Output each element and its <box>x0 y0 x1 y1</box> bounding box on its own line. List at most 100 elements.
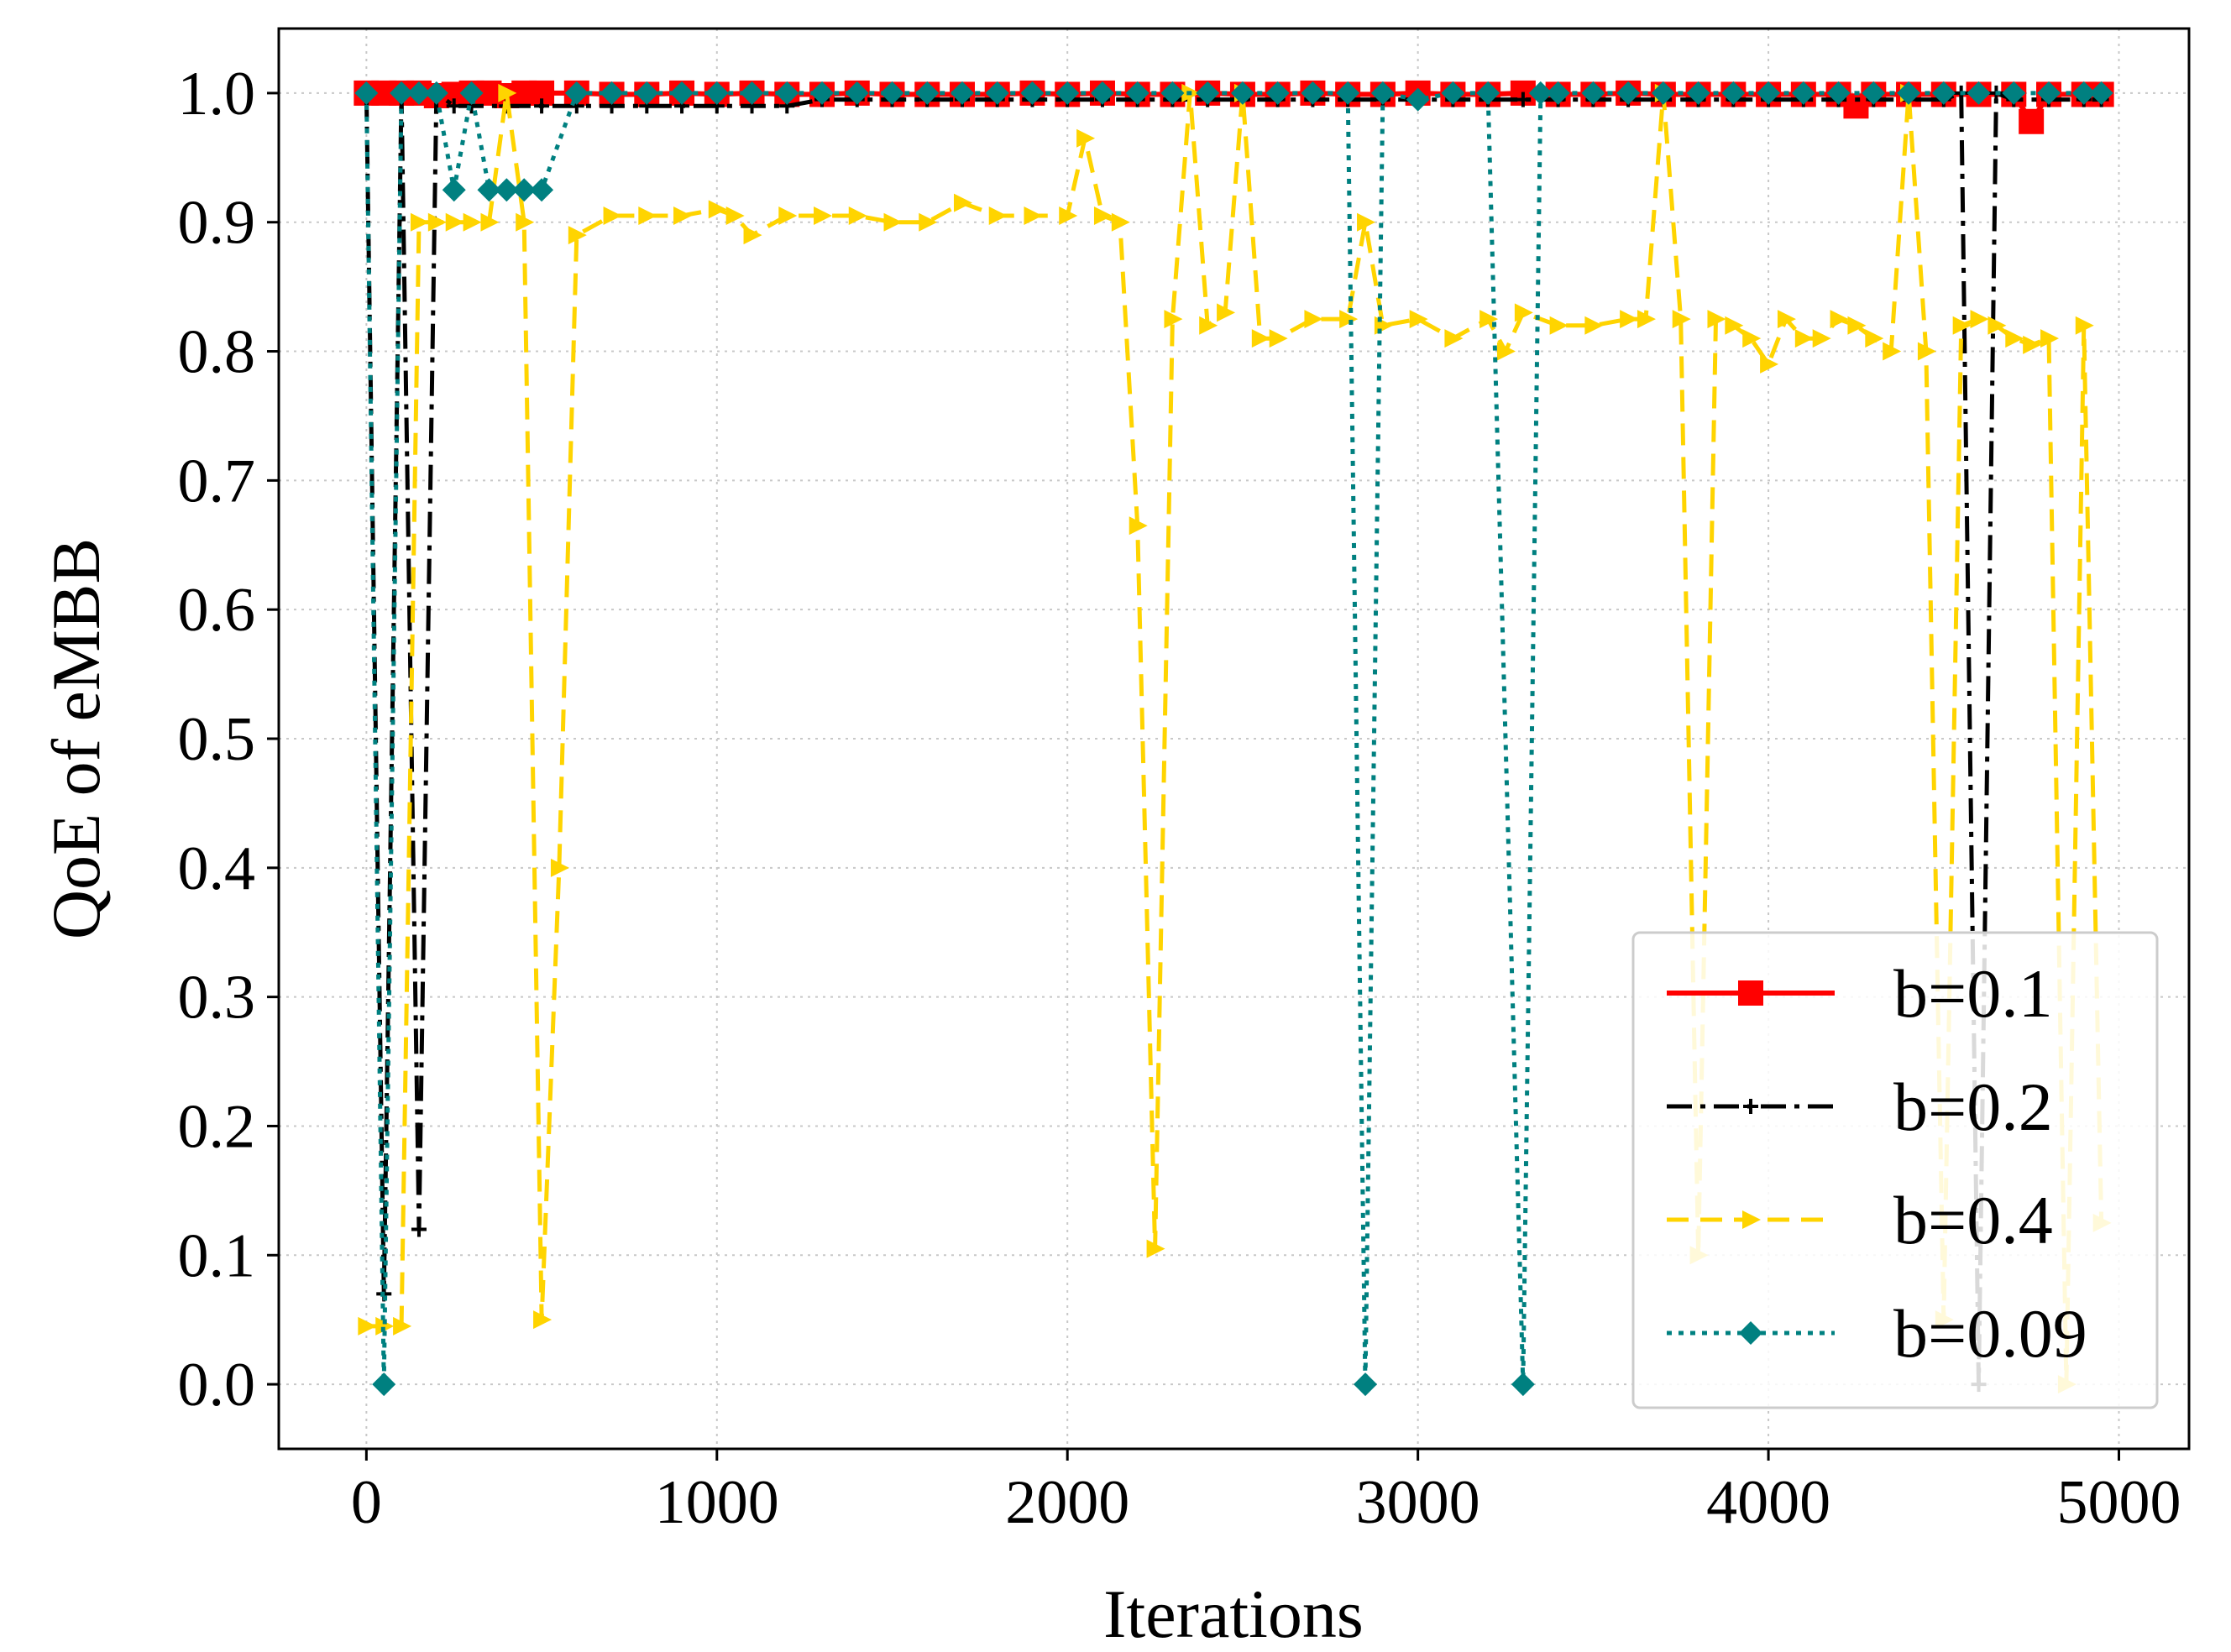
y-tick-label: 0.8 <box>178 318 256 387</box>
y-tick-label: 0.4 <box>178 834 256 903</box>
data-point-b-0-09 <box>1616 81 1641 105</box>
y-tick-label: 0.9 <box>178 189 256 258</box>
data-point-b-0-09 <box>1336 81 1360 105</box>
data-point-b-0-4 <box>603 206 622 226</box>
data-point-b-0-09 <box>1441 81 1465 105</box>
data-point-b-0-4 <box>1725 316 1744 335</box>
data-point-b-0-09 <box>390 81 414 105</box>
data-point-b-0-4 <box>427 212 447 232</box>
data-point-b-0-4 <box>1707 310 1726 329</box>
data-point-b-0-4 <box>1847 316 1867 335</box>
x-tick-label: 2000 <box>1005 1468 1129 1537</box>
data-point-b-0-4 <box>2075 316 2094 335</box>
data-point-b-0-09 <box>1196 81 1220 105</box>
data-point-b-0-2 <box>446 98 462 114</box>
data-point-b-0-4 <box>1146 1239 1165 1258</box>
data-point-b-0-4 <box>743 226 762 245</box>
data-point-b-0-4 <box>550 858 569 877</box>
data-point-b-0-4 <box>1339 310 1359 329</box>
data-point-b-0-09 <box>1125 81 1150 105</box>
data-point-b-0-09 <box>635 81 659 105</box>
data-point-b-0-09 <box>845 81 869 105</box>
data-point-b-0-09 <box>1511 1372 1535 1397</box>
data-point-b-0-09 <box>1967 81 1991 105</box>
legend-entry-b-0-4: b=0.4 <box>1667 1182 2053 1258</box>
data-point-b-0-4 <box>516 212 535 232</box>
data-point-b-0-2 <box>411 1221 427 1237</box>
data-point-b-0-4 <box>1217 303 1236 322</box>
data-point-b-0-4 <box>1830 310 1849 329</box>
x-tick-label: 3000 <box>1356 1468 1480 1537</box>
data-point-b-0-09 <box>354 81 379 105</box>
data-point-b-0-4 <box>725 206 745 226</box>
series-b-0-09 <box>354 81 2113 1397</box>
data-point-b-0-4 <box>1883 342 1902 361</box>
data-point-b-0-09 <box>477 178 501 202</box>
legend-label-b-0-2: b=0.2 <box>1893 1069 2053 1145</box>
data-point-b-0-4 <box>1111 212 1130 232</box>
legend-marker-b-0-4 <box>1742 1210 1761 1229</box>
data-point-b-0-4 <box>638 206 657 226</box>
y-tick-label: 0.7 <box>178 447 256 515</box>
data-point-b-0-4 <box>814 206 833 226</box>
data-point-b-0-4 <box>1794 329 1814 348</box>
data-point-b-0-4 <box>988 206 1008 226</box>
data-point-b-0-09 <box>1862 81 1886 105</box>
data-point-b-0-4 <box>1812 329 1831 348</box>
data-point-b-0-4 <box>1497 342 1516 361</box>
series-layer <box>354 80 2114 1397</box>
data-point-b-0-4 <box>1076 128 1096 148</box>
data-point-b-0-4 <box>2023 335 2042 354</box>
data-point-b-0-4 <box>1024 206 1043 226</box>
data-point-b-0-2 <box>534 98 550 114</box>
data-point-b-0-4 <box>1952 316 1972 335</box>
data-point-b-0-09 <box>530 178 554 202</box>
data-point-b-0-4 <box>1093 206 1113 226</box>
data-point-b-0-09 <box>372 1372 396 1397</box>
y-tick-label: 0.0 <box>178 1351 256 1419</box>
data-point-b-0-09 <box>704 81 729 105</box>
data-point-b-0-09 <box>985 81 1009 105</box>
data-point-b-0-4 <box>673 206 693 226</box>
data-point-b-0-09 <box>1757 81 1781 105</box>
data-point-b-0-2 <box>1515 91 1531 107</box>
data-point-b-0-4 <box>410 212 429 232</box>
data-point-b-0-09 <box>2089 81 2113 105</box>
data-point-b-0-09 <box>810 81 835 105</box>
data-point-b-0-4 <box>568 226 587 245</box>
legend-marker-b-0-09 <box>1739 1321 1762 1345</box>
series-line-b-0-2 <box>364 91 2102 1387</box>
series-line-b-0-09 <box>364 91 2102 1387</box>
data-point-b-0-4 <box>1549 316 1569 335</box>
data-point-b-0-4 <box>358 1316 377 1336</box>
data-point-b-0-09 <box>564 81 589 105</box>
data-point-b-0-4 <box>1304 310 1323 329</box>
data-point-b-0-4 <box>1760 354 1779 374</box>
data-point-b-0-4 <box>1970 310 1989 329</box>
data-point-b-0-4 <box>533 1310 553 1330</box>
data-point-b-0-4 <box>1777 310 1796 329</box>
data-point-b-0-4 <box>445 212 464 232</box>
y-tick-label: 0.3 <box>178 964 256 1032</box>
legend-box <box>1631 931 2159 1409</box>
data-point-b-0-09 <box>1581 81 1605 105</box>
legend-label-b-0-4: b=0.4 <box>1893 1182 2053 1258</box>
data-point-b-0-09 <box>2037 81 2061 105</box>
data-point-b-0-4 <box>1444 329 1464 348</box>
data-point-b-0-09 <box>495 178 519 202</box>
data-point-b-0-4 <box>1199 316 1218 335</box>
data-point-b-0-4 <box>1269 329 1288 348</box>
data-point-b-0-4 <box>498 83 517 102</box>
data-point-b-0-4 <box>848 206 867 226</box>
y-tick-label: 0.2 <box>178 1092 256 1161</box>
legend-marker-b-0-1 <box>1738 980 1763 1006</box>
data-point-b-0-4 <box>463 212 482 232</box>
data-point-b-0-09 <box>512 178 537 202</box>
data-point-b-0-4 <box>778 206 798 226</box>
legend-label-b-0-1: b=0.1 <box>1893 955 2053 1032</box>
data-point-b-0-09 <box>1686 81 1710 105</box>
data-point-b-0-09 <box>1354 1372 1378 1397</box>
data-point-b-0-4 <box>1409 310 1428 329</box>
data-point-b-0-4 <box>1584 316 1604 335</box>
